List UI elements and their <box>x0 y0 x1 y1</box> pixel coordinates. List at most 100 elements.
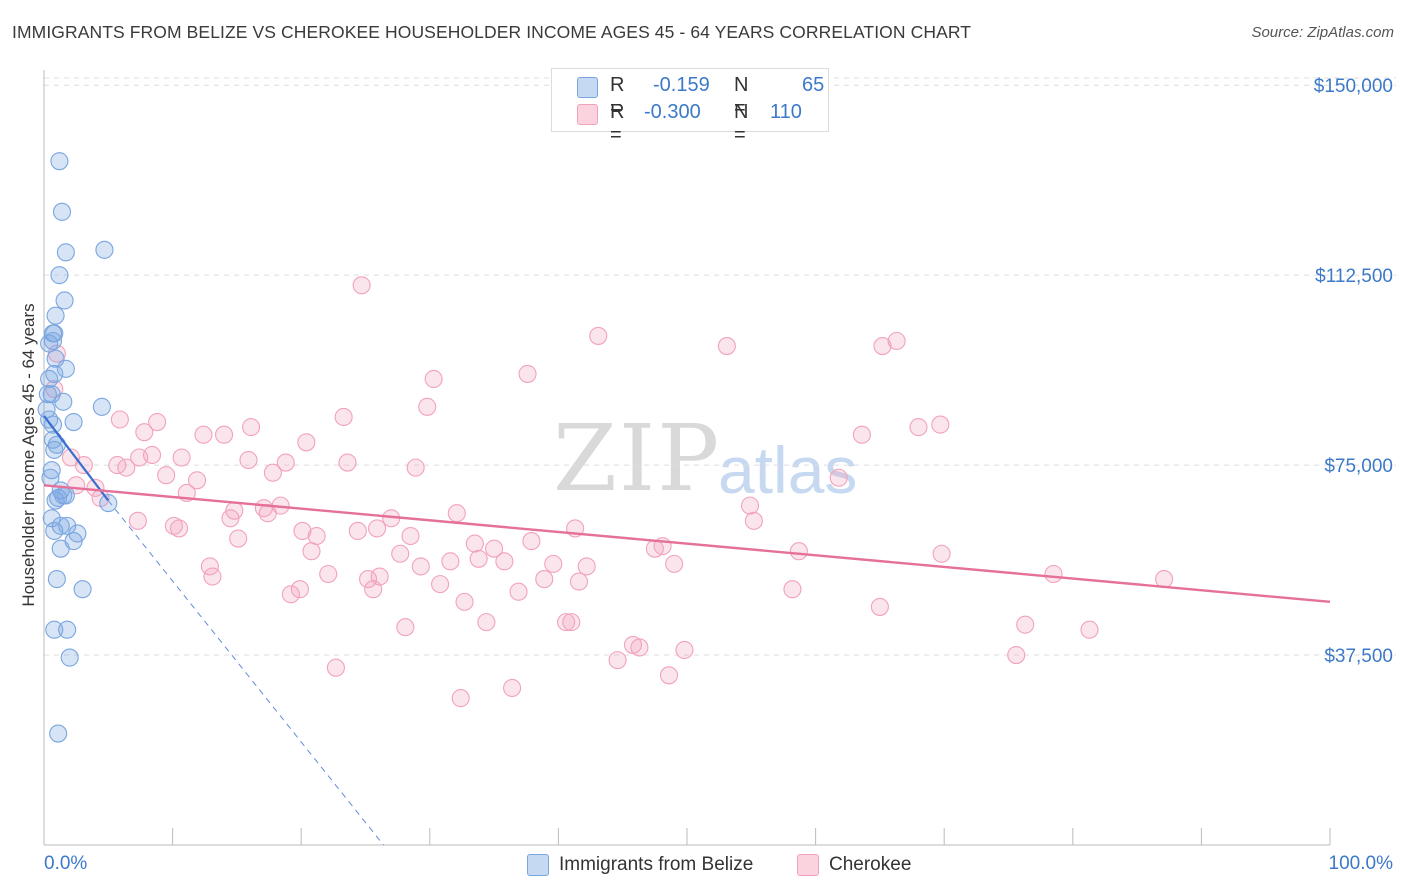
point-belize <box>47 570 66 589</box>
point-belize <box>45 440 64 459</box>
point-cherokee <box>522 532 541 551</box>
point-cherokee <box>503 678 522 698</box>
point-belize <box>95 240 114 259</box>
axes <box>43 70 1331 846</box>
trend-lines <box>43 415 1331 604</box>
point-cherokee <box>1080 620 1099 639</box>
legend-n-value: 65 <box>802 74 825 96</box>
point-cherokee <box>396 618 415 637</box>
point-cherokee <box>630 638 649 657</box>
point-belize <box>45 620 64 639</box>
watermark-zip: ZIP <box>553 405 722 512</box>
point-cherokee <box>214 425 234 444</box>
point-belize <box>54 392 73 411</box>
point-belize <box>45 364 64 383</box>
point-cherokee <box>740 496 760 515</box>
point-cherokee <box>451 689 470 708</box>
point-cherokee <box>447 504 466 523</box>
point-cherokee <box>281 585 300 604</box>
point-cherokee <box>148 412 167 432</box>
point-cherokee <box>411 557 430 576</box>
point-cherokee <box>431 575 450 594</box>
point-cherokee <box>873 337 892 356</box>
trend-belize <box>43 415 110 502</box>
point-cherokee <box>142 445 162 465</box>
point-cherokee <box>909 418 928 437</box>
point-belize <box>45 521 64 540</box>
legend-r-label: R = <box>610 101 625 146</box>
point-belize <box>50 152 69 171</box>
point-cherokee <box>352 276 371 295</box>
y-tick-label: $112,500 <box>1315 266 1393 287</box>
correlation-legend: R = -0.159 N = 65 R = -0.300 N = 110 <box>551 68 829 146</box>
point-cherokee <box>717 337 736 356</box>
point-belize <box>56 243 75 262</box>
point-cherokee <box>110 410 129 429</box>
point-cherokee <box>128 511 147 530</box>
point-cherokee <box>562 613 581 632</box>
point-cherokee <box>74 456 93 475</box>
point-cherokee <box>169 519 189 538</box>
legend-n-value: 110 <box>770 101 802 123</box>
legend-label-belize: Immigrants from Belize <box>559 854 754 875</box>
point-cherokee <box>441 552 460 571</box>
point-belize <box>49 724 68 743</box>
point-belize <box>52 202 72 221</box>
point-cherokee <box>509 582 528 601</box>
point-cherokee <box>239 450 258 470</box>
point-cherokee <box>675 640 694 660</box>
y-tick-label: $150,000 <box>1314 76 1393 97</box>
point-belize <box>46 306 65 325</box>
legend-n-label: N = <box>734 74 749 119</box>
point-cherokee <box>665 554 684 573</box>
point-belize <box>60 648 79 667</box>
point-cherokee <box>157 466 176 485</box>
point-cherokee <box>203 567 222 586</box>
point-cherokee <box>406 458 425 477</box>
point-cherokee <box>194 425 213 444</box>
point-cherokee <box>302 542 321 561</box>
legend-r-value: -0.300 <box>644 101 701 123</box>
point-cherokee <box>241 418 261 437</box>
point-cherokee <box>485 539 504 558</box>
point-belize <box>43 331 63 351</box>
point-cherokee <box>297 433 316 452</box>
x-tick-label: 0.0% <box>44 853 87 874</box>
point-cherokee <box>86 478 105 497</box>
point-cherokee <box>334 407 353 427</box>
chart-title: IMMIGRANTS FROM BELIZE VS CHEROKEE HOUSE… <box>12 22 972 42</box>
point-belize <box>42 461 61 480</box>
point-belize <box>45 324 64 343</box>
point-cherokee <box>225 501 244 520</box>
legend-swatch-belize <box>577 77 598 98</box>
point-belize <box>99 494 118 513</box>
point-cherokee <box>852 425 871 444</box>
trend-cherokee <box>43 484 1331 604</box>
point-cherokee <box>164 516 183 535</box>
legend-r-value: -0.159 <box>653 74 710 96</box>
point-belize <box>50 266 69 285</box>
point-cherokee <box>887 331 906 351</box>
axis-labels: $37,500 $75,000 $112,500 $150,000 0.0% 100.0%… <box>19 76 1393 874</box>
y-tick-label: $37,500 <box>1324 646 1393 667</box>
point-belize <box>92 397 111 416</box>
point-cherokee <box>135 423 154 442</box>
point-cherokee <box>359 570 378 589</box>
point-belize <box>43 415 63 434</box>
point-belize <box>38 385 57 404</box>
point-cherokee <box>391 544 410 563</box>
point-belize <box>73 580 92 599</box>
point-cherokee <box>589 326 608 345</box>
point-cherokee <box>870 597 889 616</box>
point-cherokee <box>117 458 136 477</box>
point-cherokee <box>326 658 345 677</box>
trend-belize-extension <box>107 500 384 846</box>
point-cherokee <box>319 564 338 584</box>
chart-source: Source: ZipAtlas.com <box>1251 24 1394 41</box>
legend-swatch-cherokee <box>577 104 598 125</box>
point-belize <box>46 491 65 510</box>
point-cherokee <box>783 580 802 599</box>
point-cherokee <box>569 572 589 591</box>
point-cherokee <box>455 592 474 611</box>
